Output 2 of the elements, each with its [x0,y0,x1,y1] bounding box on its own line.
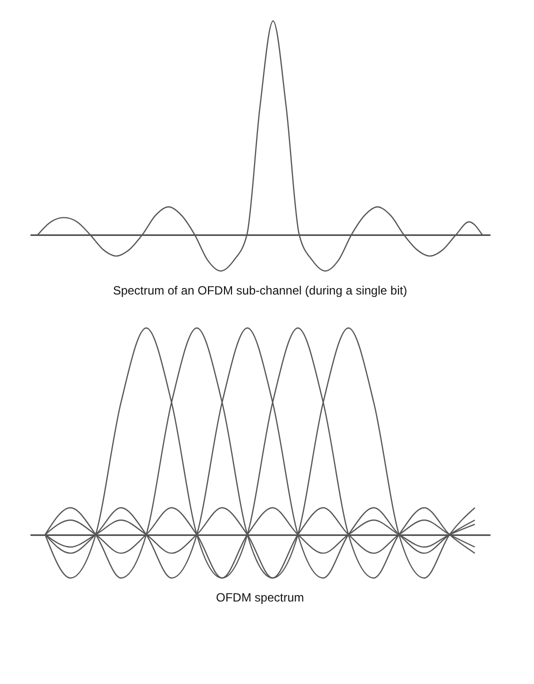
text: Spectrum of an OFDM sub-channel (during a single bit) [112,284,408,298]
text: OFDM spectrum [216,590,304,605]
